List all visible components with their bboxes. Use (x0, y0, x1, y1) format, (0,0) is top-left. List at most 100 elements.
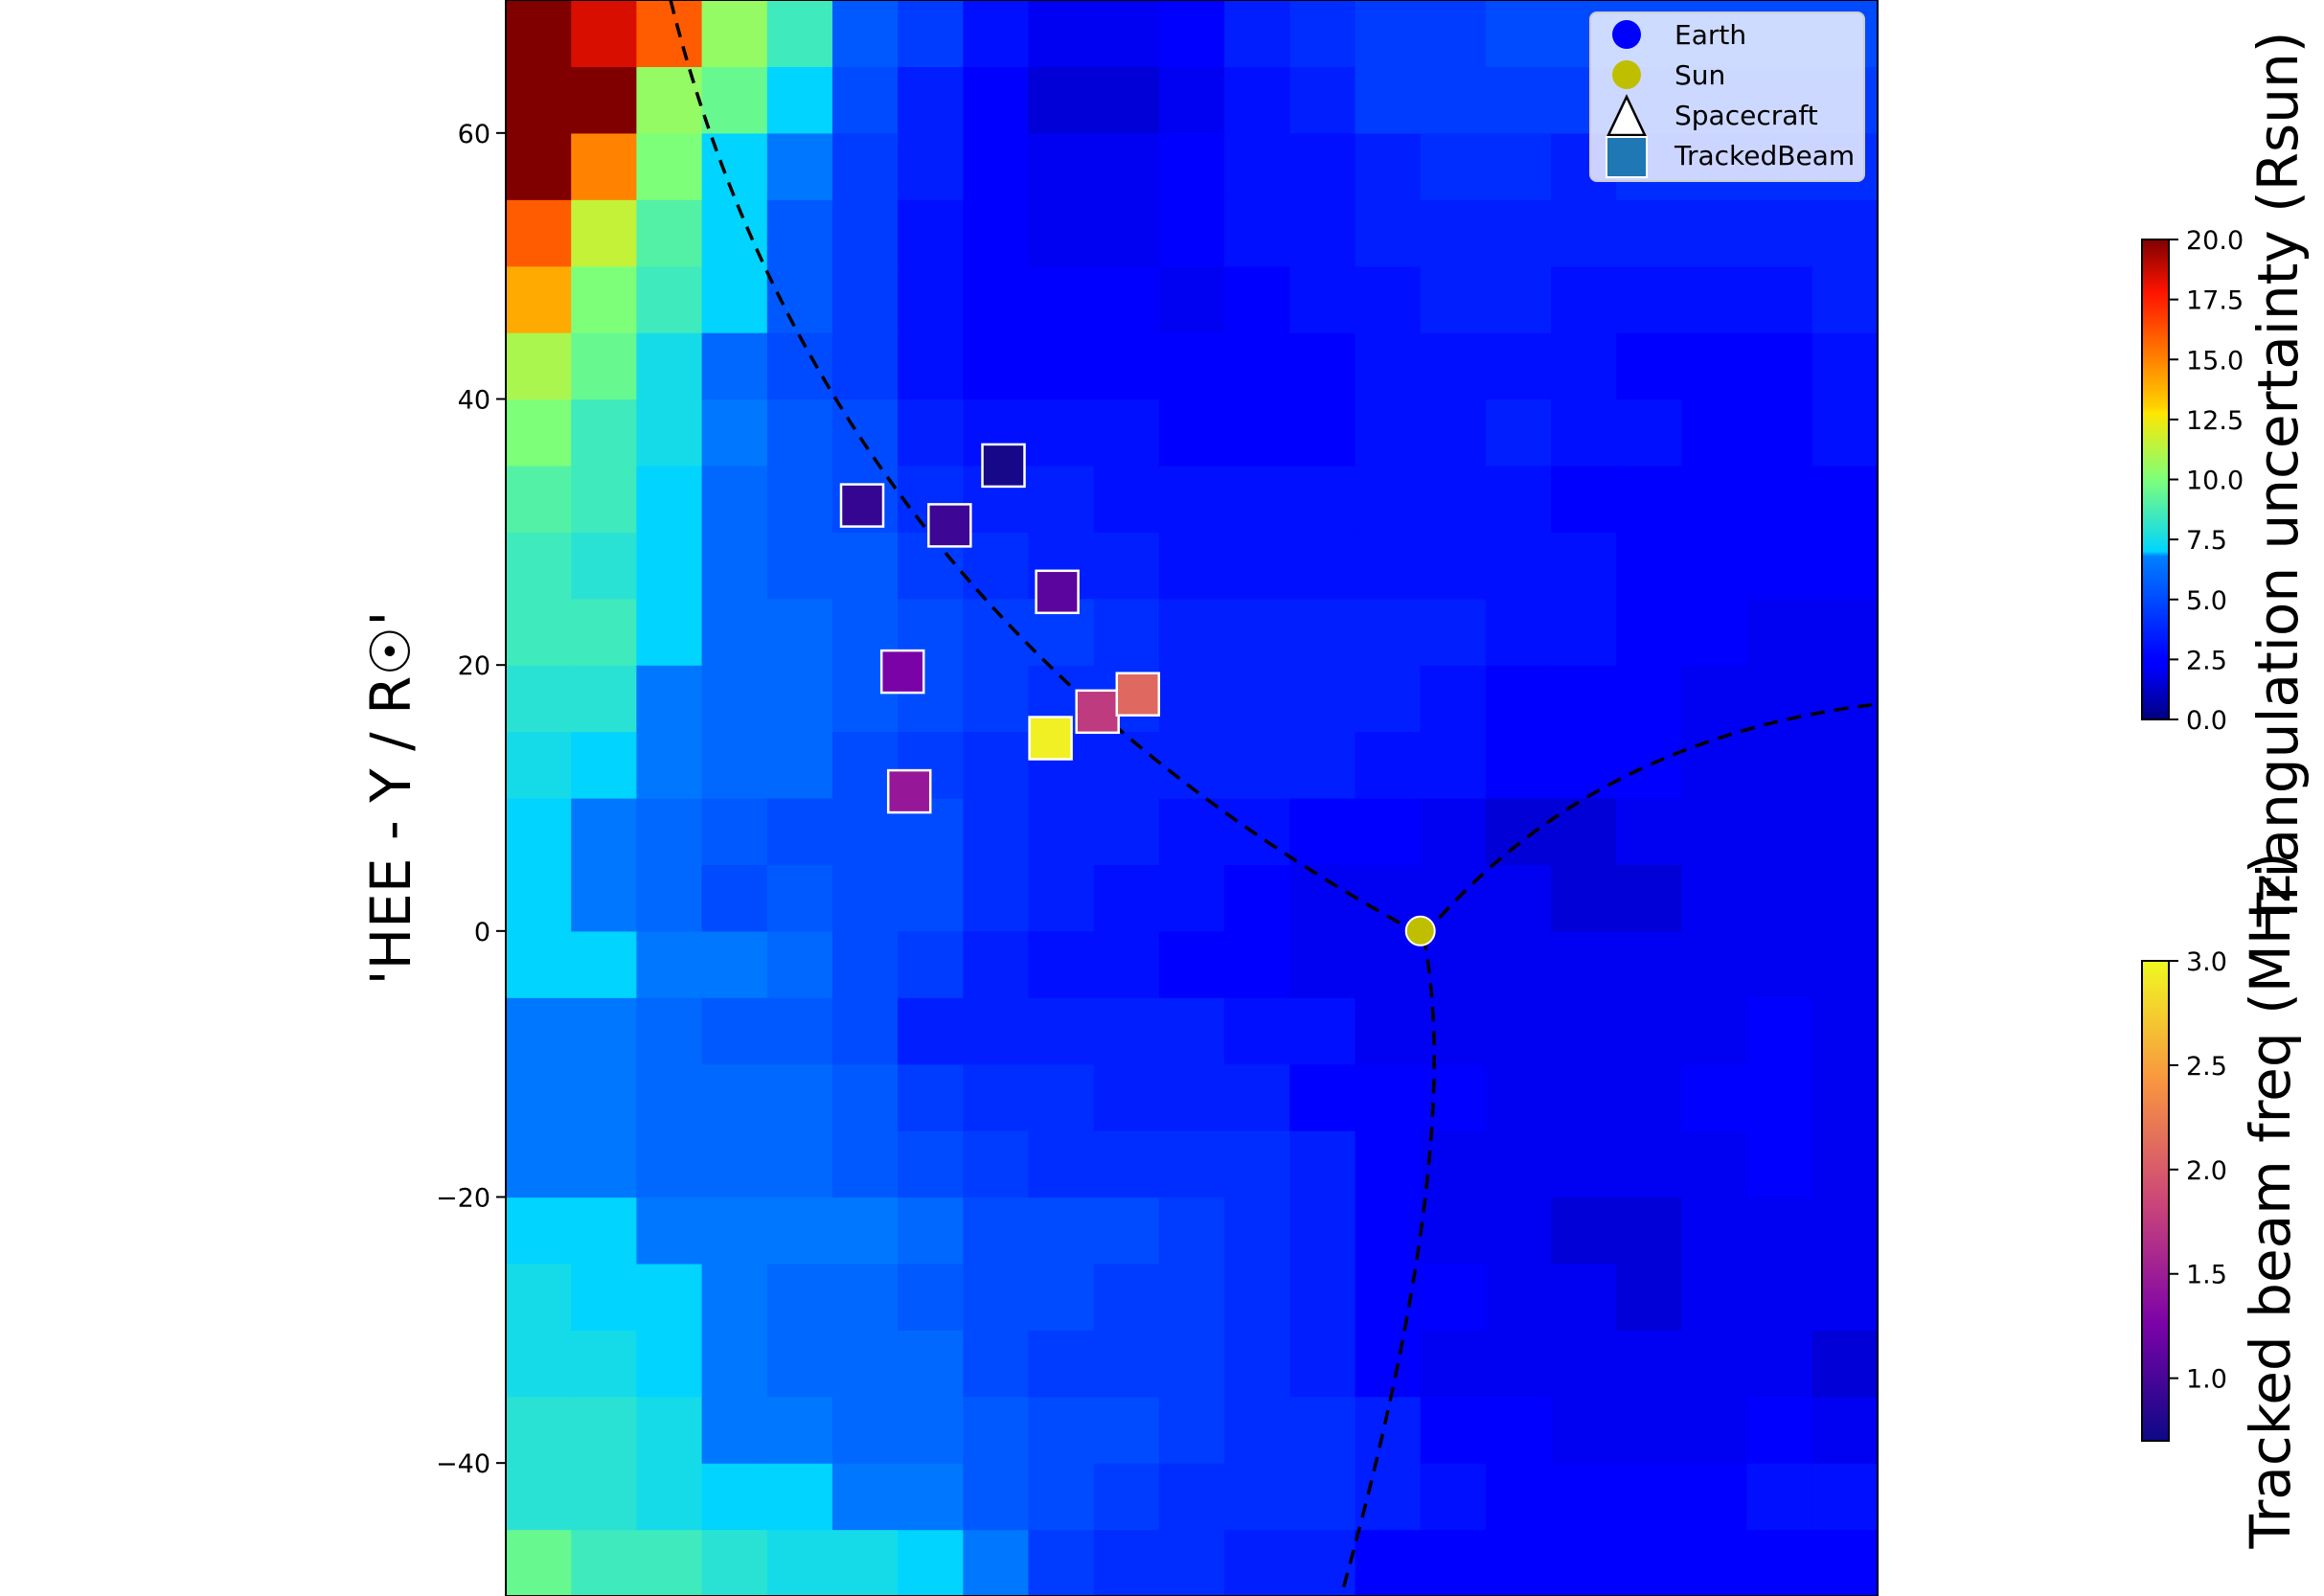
heatmap-cell (832, 997, 899, 1065)
heatmap-cell (1158, 930, 1225, 998)
heatmap-cell (1158, 399, 1225, 467)
legend-label-trackedbeam: TrackedBeam (1674, 140, 1855, 171)
heatmap-cell (963, 1529, 1030, 1596)
heatmap-cell (636, 1263, 703, 1331)
heatmap-cell (1681, 465, 1748, 533)
heatmap-cell (1811, 1529, 1878, 1596)
y-tick-label: −40 (436, 1449, 490, 1479)
heatmap-cell (1551, 665, 1617, 733)
heatmap-cell (701, 1197, 768, 1265)
heatmap-cell (1289, 1463, 1356, 1531)
heatmap-cell (766, 1130, 833, 1198)
heatmap-cell (963, 731, 1030, 799)
heatmap-cell (636, 399, 703, 467)
heatmap-cell (1028, 997, 1095, 1065)
heatmap-cell (506, 864, 572, 932)
heatmap-cell (701, 997, 768, 1065)
heatmap-cell (701, 665, 768, 733)
heatmap-cell (1158, 0, 1225, 68)
heatmap-cell (1746, 1330, 1813, 1398)
heatmap-cell (1224, 864, 1290, 932)
heatmap-cell (1158, 997, 1225, 1065)
heatmap-cell (1224, 332, 1290, 400)
heatmap-cell (506, 798, 572, 866)
heatmap-cell (1420, 0, 1487, 68)
heatmap-cell (1811, 1063, 1878, 1131)
heatmap-cell (506, 1063, 572, 1131)
heatmap-cell (1028, 1330, 1095, 1398)
heatmap-cell (1681, 930, 1748, 998)
heatmap-cell (1811, 332, 1878, 400)
heatmap-cell (898, 997, 964, 1065)
heatmap-cell (1485, 598, 1552, 666)
heatmap-cell (1485, 1130, 1552, 1198)
heatmap-cell (1289, 132, 1356, 200)
heatmap-cell (701, 1330, 768, 1398)
heatmap-cell (1093, 0, 1160, 68)
heatmap-cell (1485, 1396, 1552, 1464)
heatmap-cell (1746, 798, 1813, 866)
heatmap-cell (1485, 930, 1552, 998)
heatmap-cell (1028, 465, 1095, 533)
heatmap-cell (636, 1396, 703, 1464)
heatmap-cell (1224, 465, 1290, 533)
heatmap-cell (1158, 132, 1225, 200)
heatmap-cell (1224, 1396, 1290, 1464)
legend-label-earth: Earth (1675, 19, 1746, 51)
heatmap-cell (1811, 465, 1878, 533)
heatmap-cell (571, 1197, 637, 1265)
heatmap-cell (1158, 665, 1225, 733)
tracked-beam-markers (839, 443, 1161, 814)
y-axis-title: 'HEE - Y / R☉' (358, 611, 423, 986)
heatmap-cell (636, 1330, 703, 1398)
heatmap-cell (1681, 1130, 1748, 1198)
heatmap-cell (1224, 1463, 1290, 1531)
tracked-beam-point (1115, 672, 1161, 717)
heatmap-cell (832, 1463, 899, 1531)
heatmap-cell (1158, 265, 1225, 333)
heatmap-cell (1289, 1330, 1356, 1398)
heatmap-cell (1028, 1529, 1095, 1596)
heatmap-cell (1681, 1463, 1748, 1531)
heatmap-cell (506, 1330, 572, 1398)
heatmap-cell (506, 1263, 572, 1331)
heatmap-cell (571, 0, 637, 68)
heatmap-cell (1551, 1529, 1617, 1596)
heatmap-cell (1616, 598, 1683, 666)
heatmap-cell (832, 1130, 899, 1198)
heatmap-cell (1616, 1529, 1683, 1596)
y-tick-label: 20 (458, 651, 490, 681)
heatmap-cell (832, 1529, 899, 1596)
heatmap-cell (1746, 997, 1813, 1065)
heatmap-cell (1485, 731, 1552, 799)
heatmap-cell (1158, 465, 1225, 533)
heatmap-cell (1224, 1130, 1290, 1198)
heatmap-cell (1224, 598, 1290, 666)
legend-label-sun: Sun (1675, 59, 1725, 91)
heatmap-cell (506, 1463, 572, 1531)
heatmap-cell (1811, 199, 1878, 267)
heatmap-cell (1485, 1463, 1552, 1531)
heatmap-cell (832, 332, 899, 400)
tracked-beam-point (1028, 716, 1073, 761)
heatmap-cell (1746, 864, 1813, 932)
heatmap-cell (1028, 399, 1095, 467)
heatmap-cell (1681, 997, 1748, 1065)
heatmap-cell (1355, 66, 1422, 134)
y-tick-label: 60 (458, 120, 490, 149)
heatmap-cell (1616, 1396, 1683, 1464)
heatmap-cell (1811, 1330, 1878, 1398)
heatmap-cell (1028, 864, 1095, 932)
heatmap-cell (1093, 731, 1160, 799)
heatmap-cell (1093, 1396, 1160, 1464)
heatmap-cell (1355, 132, 1422, 200)
heatmap-cell (571, 132, 637, 200)
heatmap-cell (1746, 1063, 1813, 1131)
heatmap-cell (701, 731, 768, 799)
heatmap-cell (766, 598, 833, 666)
heatmap-cell (636, 199, 703, 267)
heatmap-cell (963, 864, 1030, 932)
heatmap-cell (636, 532, 703, 600)
heatmap-cell (1420, 132, 1487, 200)
